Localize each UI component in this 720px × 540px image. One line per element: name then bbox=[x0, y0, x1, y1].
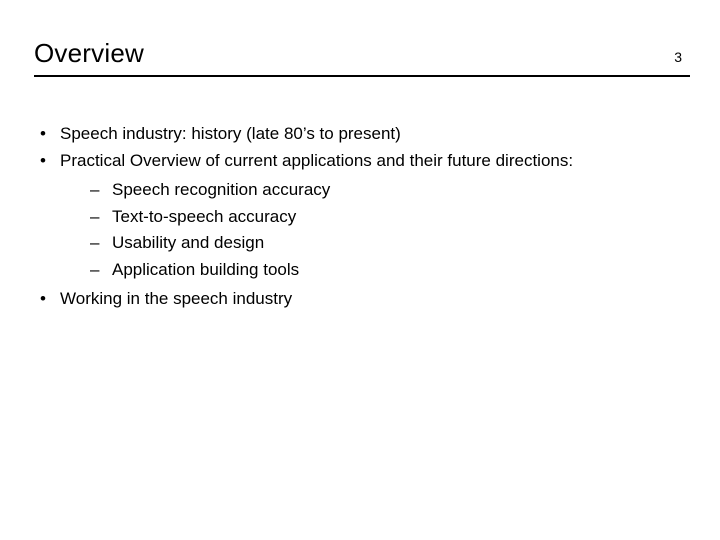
sub-list: Speech recognition accuracy Text-to-spee… bbox=[84, 177, 690, 284]
bullet-text: Application building tools bbox=[112, 260, 299, 279]
list-item: Application building tools bbox=[84, 257, 690, 284]
list-item: Speech industry: history (late 80’s to p… bbox=[34, 121, 690, 148]
bullet-text: Speech recognition accuracy bbox=[112, 180, 330, 199]
bullet-list: Speech industry: history (late 80’s to p… bbox=[34, 121, 690, 313]
list-item: Usability and design bbox=[84, 230, 690, 257]
list-item: Text-to-speech accuracy bbox=[84, 204, 690, 231]
bullet-text: Working in the speech industry bbox=[60, 289, 292, 308]
list-item: Working in the speech industry bbox=[34, 286, 690, 313]
header: Overview 3 bbox=[34, 38, 690, 77]
bullet-text: Text-to-speech accuracy bbox=[112, 207, 296, 226]
slide: Overview 3 Speech industry: history (lat… bbox=[0, 0, 720, 540]
list-item: Practical Overview of current applicatio… bbox=[34, 148, 690, 284]
bullet-text: Speech industry: history (late 80’s to p… bbox=[60, 124, 401, 143]
page-number: 3 bbox=[674, 49, 690, 65]
list-item: Speech recognition accuracy bbox=[84, 177, 690, 204]
slide-title: Overview bbox=[34, 38, 144, 69]
bullet-text: Usability and design bbox=[112, 233, 264, 252]
bullet-text: Practical Overview of current applicatio… bbox=[60, 151, 573, 170]
